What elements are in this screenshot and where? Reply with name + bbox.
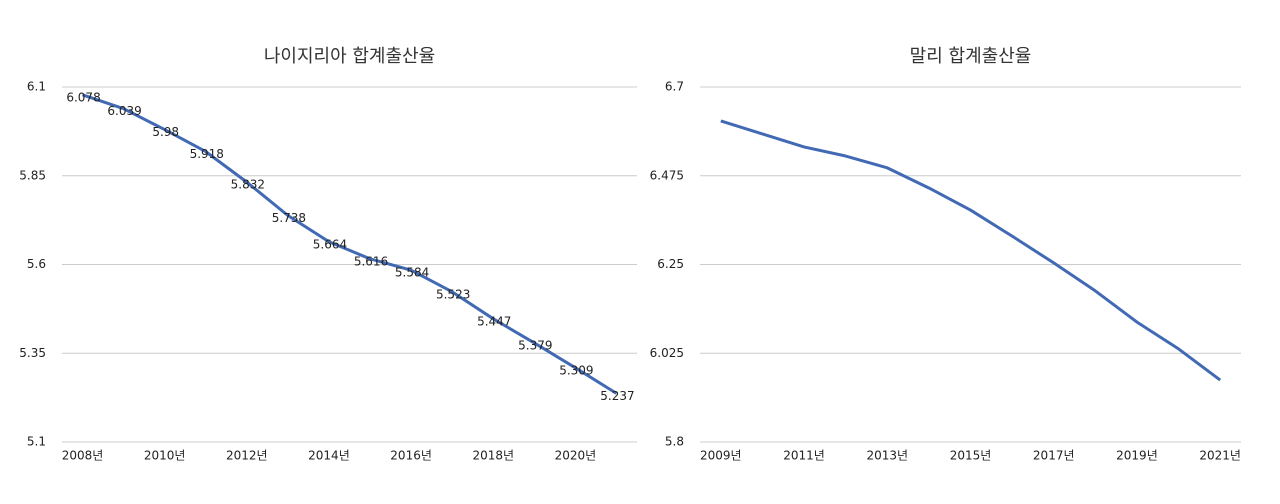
y-tick-label: 6.1 [27,80,46,94]
y-tick-label: 6.475 [650,168,684,182]
x-tick-label: 2016년 [390,449,432,463]
x-tick-label: 2014년 [308,449,350,463]
x-tick-label: 2012년 [226,449,268,463]
x-tick-label: 2017년 [1033,449,1075,463]
line [82,93,618,395]
chart-title: 나이지리아 합계출산율 [264,46,435,67]
data-label: 5.237 [600,389,634,403]
data-label: 5.309 [559,363,593,377]
y-tick-label: 5.35 [19,346,46,360]
data-label: 5.664 [313,237,347,251]
data-label: 6.078 [66,90,100,104]
y-tick-label: 6.25 [657,257,684,271]
y-tick-label: 5.6 [27,257,46,271]
x-tick-label: 2019년 [1116,449,1158,463]
x-tick-label: 2018년 [472,449,514,463]
y-tick-label: 5.8 [665,435,684,449]
chart-title: 말리 합계출산율 [910,46,1032,67]
data-label: 5.379 [518,338,552,352]
data-label: 5.584 [395,266,429,280]
data-label: 5.918 [190,147,224,161]
x-tick-label: 2008년 [62,449,104,463]
x-tick-label: 2021년 [1199,449,1241,463]
x-tick-label: 2020년 [555,449,597,463]
y-tick-label: 5.1 [27,435,46,449]
y-tick-label: 5.85 [19,168,46,182]
line [720,119,1222,382]
data-label: 6.039 [107,104,141,118]
data-label: 5.832 [231,178,265,192]
y-tick-label: 6.7 [665,80,684,94]
x-tick-label: 2009년 [700,449,742,463]
data-label: 5.738 [272,211,306,225]
x-tick-label: 2015년 [950,449,992,463]
x-tick-label: 2013년 [866,449,908,463]
x-tick-label: 2010년 [144,449,186,463]
data-label: 5.447 [477,314,511,328]
x-tick-label: 2011년 [783,449,825,463]
data-label: 5.523 [436,287,470,301]
data-label: 5.98 [152,125,179,139]
y-tick-label: 6.025 [650,346,684,360]
data-label: 5.616 [354,254,388,268]
